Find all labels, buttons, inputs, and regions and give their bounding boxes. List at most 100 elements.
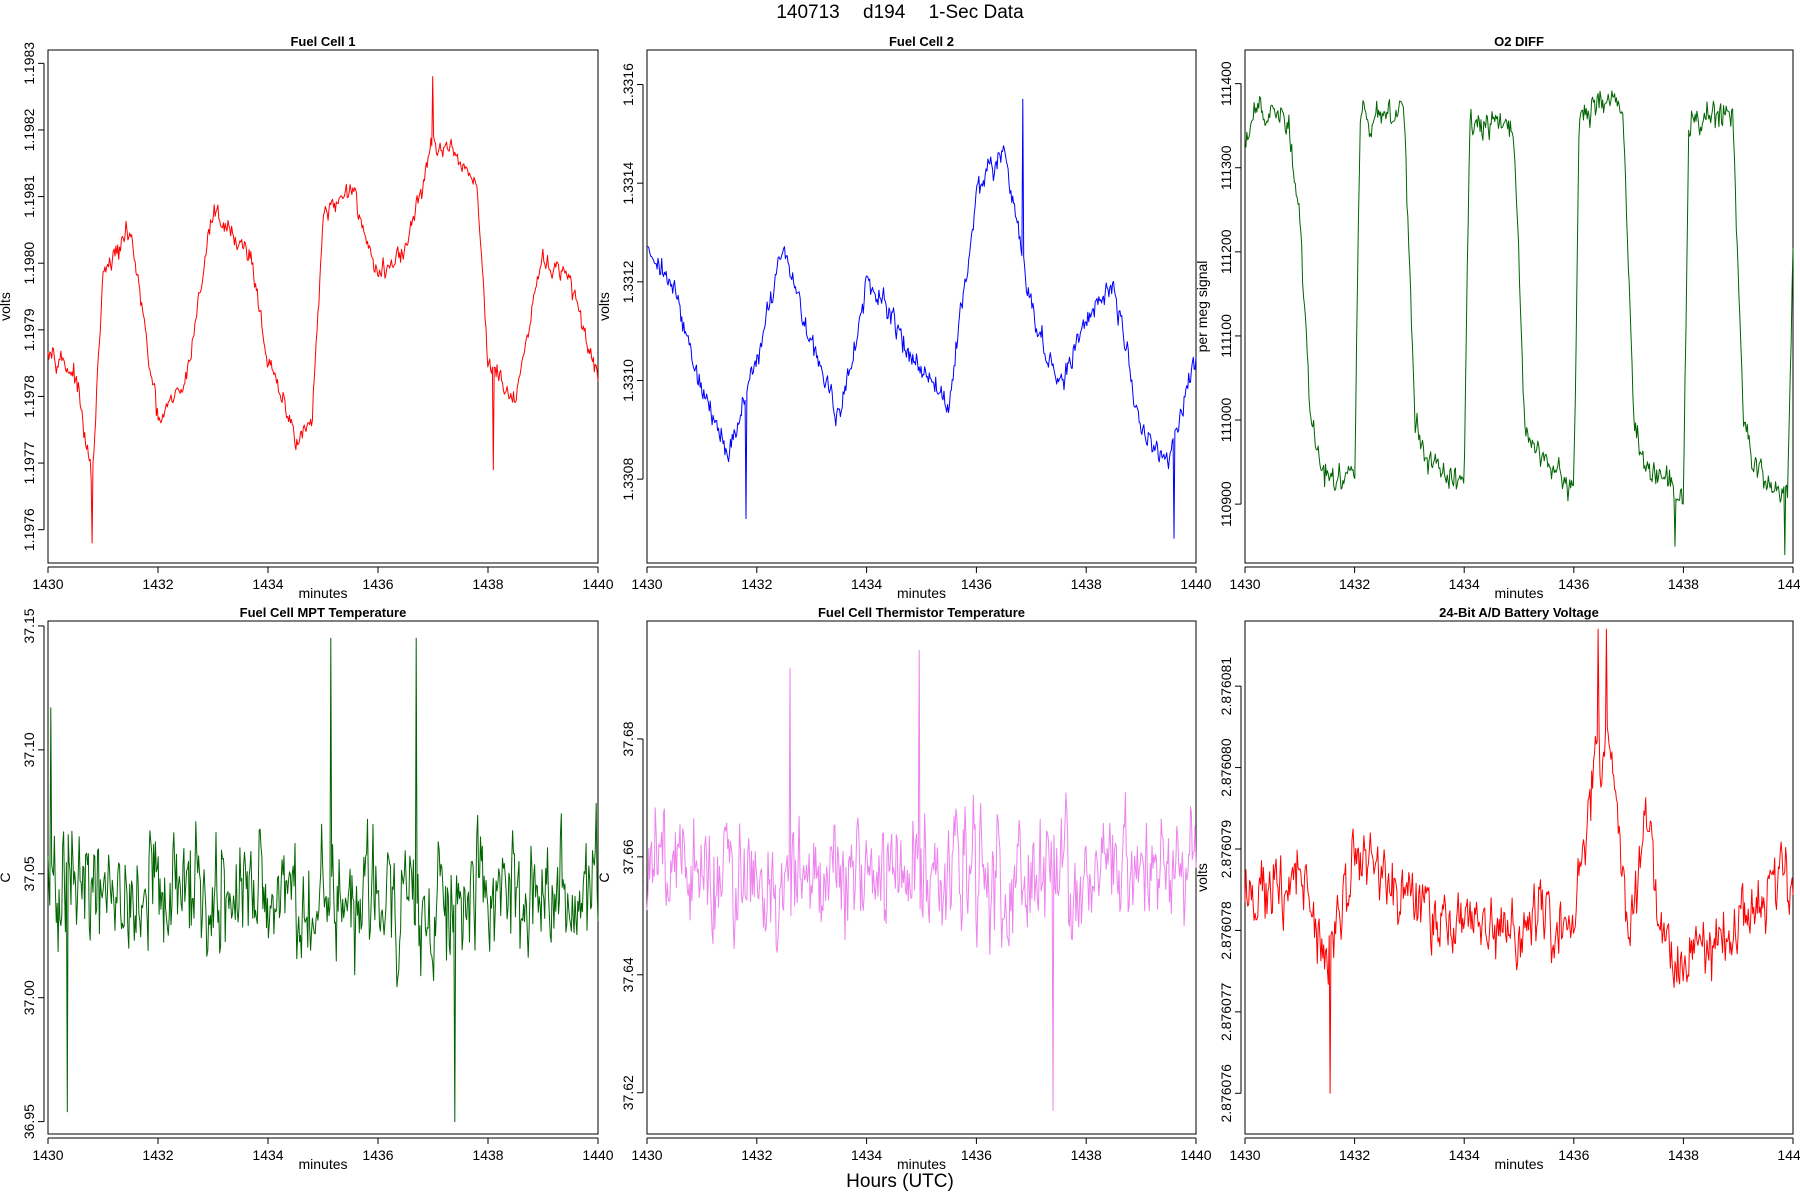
x-tick-label: 1432 <box>1339 1147 1370 1163</box>
y-tick-label: 2.876076 <box>1218 1064 1234 1123</box>
x-axis-label: minutes <box>897 1156 946 1172</box>
x-tick-label: 1434 <box>851 1147 882 1163</box>
y-axis-label: C <box>596 872 612 882</box>
y-axis-label: per meg signal <box>1194 261 1210 353</box>
y-tick-label: 37.10 <box>21 732 37 767</box>
series-line <box>646 98 1197 539</box>
y-tick-label: 1.1983 <box>21 42 37 85</box>
y-tick-label: 1.1981 <box>21 175 37 218</box>
day-label: d194 <box>863 2 906 23</box>
plot-frame <box>646 620 1197 1135</box>
y-tick-label: 1.1979 <box>21 308 37 351</box>
x-tick-label: 1434 <box>851 576 882 592</box>
x-axis-label: minutes <box>897 585 946 601</box>
x-axis-label: minutes <box>1494 585 1543 601</box>
plot-frame <box>1244 49 1794 564</box>
y-tick-label: 37.66 <box>620 839 636 874</box>
date-label: 140713 <box>776 2 840 23</box>
x-tick-label: 1432 <box>142 576 173 592</box>
plot-frame <box>646 49 1197 564</box>
x-axis-label: minutes <box>298 1156 347 1172</box>
chart-title: Fuel Cell 1 <box>290 34 355 49</box>
x-tick-label: 1436 <box>362 576 393 592</box>
x-tick-label: 1432 <box>1339 576 1370 592</box>
y-tick-label: 1.3310 <box>620 359 636 402</box>
chart-title: Fuel Cell 2 <box>889 34 954 49</box>
y-tick-label: 111000 <box>1218 398 1234 443</box>
y-tick-label: 37.05 <box>21 856 37 891</box>
x-tick-label: 1430 <box>631 576 662 592</box>
chart-panel-4: Fuel Cell MPT Temperature 1430 1432 1434 143… <box>0 605 614 1172</box>
y-tick-label: 110900 <box>1218 481 1234 527</box>
x-axis-label: minutes <box>298 585 347 601</box>
x-tick-label: 1434 <box>252 1147 283 1163</box>
x-tick-label: 1438 <box>472 576 503 592</box>
y-tick-label: 2.876079 <box>1218 820 1234 879</box>
x-tick-label: 1436 <box>1558 1147 1589 1163</box>
y-tick-label: 1.1980 <box>21 242 37 285</box>
y-tick-label: 37.00 <box>21 980 37 1015</box>
x-tick-label: 1432 <box>741 576 772 592</box>
y-tick-label: 111200 <box>1218 229 1234 274</box>
series-line <box>1244 628 1794 1094</box>
x-axis-label: minutes <box>1494 1156 1543 1172</box>
plot-frame <box>47 620 599 1135</box>
x-tick-label: 1438 <box>472 1147 503 1163</box>
x-tick-label: 1430 <box>631 1147 662 1163</box>
x-tick-label: 1440 <box>582 576 613 592</box>
x-tick-label: 1438 <box>1668 576 1699 592</box>
chart-title: 24-Bit A/D Battery Voltage <box>1439 605 1599 620</box>
y-tick-label: 1.1977 <box>21 441 37 484</box>
y-tick-label: 1.3308 <box>620 458 636 501</box>
series-line <box>646 650 1197 1111</box>
y-axis-label: volts <box>1194 863 1210 892</box>
x-tick-label: 1440 <box>582 1147 613 1163</box>
y-tick-label: 2.876078 <box>1218 901 1234 960</box>
x-tick-label: 1440 <box>1777 576 1800 592</box>
y-tick-label: 1.3316 <box>620 63 636 106</box>
x-tick-label: 1440 <box>1777 1147 1800 1163</box>
x-tick-label: 1432 <box>142 1147 173 1163</box>
y-tick-label: 1.3312 <box>620 260 636 303</box>
chart-panel-2: Fuel Cell 2 1430 1432 1434 1436 1438 1440 minut… <box>596 34 1212 601</box>
y-tick-label: 1.1982 <box>21 108 37 151</box>
x-tick-label: 1430 <box>32 1147 63 1163</box>
x-tick-label: 1436 <box>961 1147 992 1163</box>
y-tick-label: 37.68 <box>620 721 636 756</box>
resolution-label: 1-Sec Data <box>928 2 1024 23</box>
x-tick-label: 1432 <box>741 1147 772 1163</box>
chart-title: Fuel Cell Thermistor Temperature <box>818 605 1025 620</box>
y-axis-label: C <box>0 872 13 882</box>
series-line <box>1244 90 1794 556</box>
chart-panel-3: O2 DIFF 1430 1432 1434 1436 1438 1440 minutes 11… <box>1194 34 1800 601</box>
y-axis-label: volts <box>596 292 612 321</box>
y-tick-label: 36.95 <box>21 1104 37 1139</box>
y-tick-label: 37.15 <box>21 608 37 643</box>
x-tick-label: 1438 <box>1668 1147 1699 1163</box>
x-tick-label: 1436 <box>362 1147 393 1163</box>
chart-title: O2 DIFF <box>1494 34 1544 49</box>
y-tick-label: 2.876080 <box>1218 738 1234 797</box>
x-tick-label: 1436 <box>961 576 992 592</box>
x-tick-label: 1440 <box>1180 576 1211 592</box>
y-tick-label: 1.3314 <box>620 162 636 205</box>
x-tick-label: 1434 <box>1449 1147 1480 1163</box>
x-tick-label: 1440 <box>1180 1147 1211 1163</box>
chart-panel-5: Fuel Cell Thermistor Temperature 1430 1432… <box>596 605 1212 1172</box>
chart-panel-6: 24-Bit A/D Battery Voltage 1430 1432 1434 14… <box>1194 605 1800 1172</box>
y-tick-label: 111100 <box>1218 314 1234 358</box>
series-line <box>47 76 599 544</box>
series-line <box>47 637 599 1123</box>
chart-panel-1: Fuel Cell 1 1430 1432 1434 1436 1438 1440 minut… <box>0 34 614 601</box>
chart-title: Fuel Cell MPT Temperature <box>240 605 407 620</box>
x-axis-title: Hours (UTC) <box>846 1171 954 1192</box>
main-title: 140713 d194 1-Sec Data <box>0 0 1800 26</box>
y-tick-label: 1.1978 <box>21 375 37 418</box>
y-tick-label: 2.876077 <box>1218 982 1234 1041</box>
y-tick-label: 111300 <box>1218 145 1234 190</box>
x-tick-label: 1436 <box>1558 576 1589 592</box>
y-axis-label: volts <box>0 292 13 321</box>
x-tick-label: 1438 <box>1071 1147 1102 1163</box>
y-tick-label: 2.876081 <box>1218 657 1234 716</box>
